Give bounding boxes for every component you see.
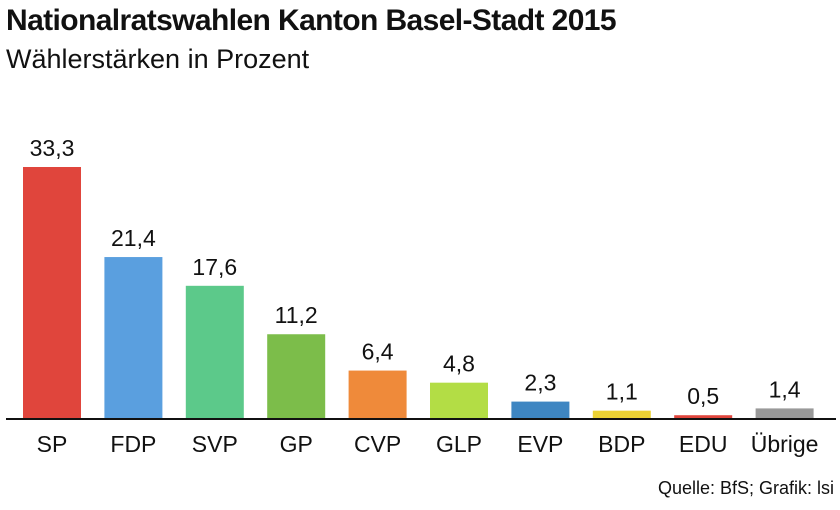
- bar-sp: [23, 167, 81, 419]
- chart-subtitle: Wählerstärken in Prozent: [6, 44, 310, 74]
- category-label-gp: GP: [280, 431, 313, 457]
- value-label-glp: 4,8: [443, 351, 475, 377]
- value-label-cvp: 6,4: [362, 339, 394, 365]
- value-label-evp: 2,3: [524, 370, 556, 396]
- bars-group: [23, 167, 814, 419]
- category-label--brige: Übrige: [751, 431, 819, 457]
- source-note: Quelle: BfS; Grafik: lsi: [657, 478, 834, 498]
- category-label-bdp: BDP: [598, 431, 645, 457]
- value-label--brige: 1,4: [769, 376, 801, 402]
- bar-svp: [185, 285, 244, 419]
- bar-bdp: [592, 410, 651, 419]
- bar-edu: [674, 415, 733, 419]
- value-label-fdp: 21,4: [111, 225, 156, 251]
- value-labels-group: 33,3 21,4 17,6 11,2 6,4 4,8 2,3 1,1 0,5 1,4: [30, 135, 801, 409]
- category-label-svp: SVP: [192, 431, 238, 457]
- value-label-bdp: 1,1: [606, 379, 638, 405]
- bar-fdp: [104, 257, 163, 419]
- category-label-cvp: CVP: [354, 431, 401, 457]
- category-labels-group: SP FDP SVP GP CVP GLP EVP BDP EDU Übrige: [37, 431, 819, 457]
- chart-title: Nationalratswahlen Kanton Basel-Stadt 20…: [6, 4, 617, 37]
- category-label-edu: EDU: [679, 431, 728, 457]
- value-label-sp: 33,3: [30, 135, 75, 161]
- category-label-glp: GLP: [436, 431, 482, 457]
- value-label-gp: 11,2: [275, 302, 318, 328]
- bar-evp: [511, 401, 570, 419]
- bar-cvp: [348, 370, 407, 419]
- value-label-edu: 0,5: [687, 383, 719, 409]
- category-label-fdp: FDP: [110, 431, 156, 457]
- category-label-sp: SP: [37, 431, 68, 457]
- value-label-svp: 17,6: [192, 254, 237, 280]
- category-label-evp: EVP: [517, 431, 563, 457]
- bar-glp: [430, 382, 488, 419]
- bar-gp: [267, 334, 326, 419]
- bar--brige: [755, 408, 814, 419]
